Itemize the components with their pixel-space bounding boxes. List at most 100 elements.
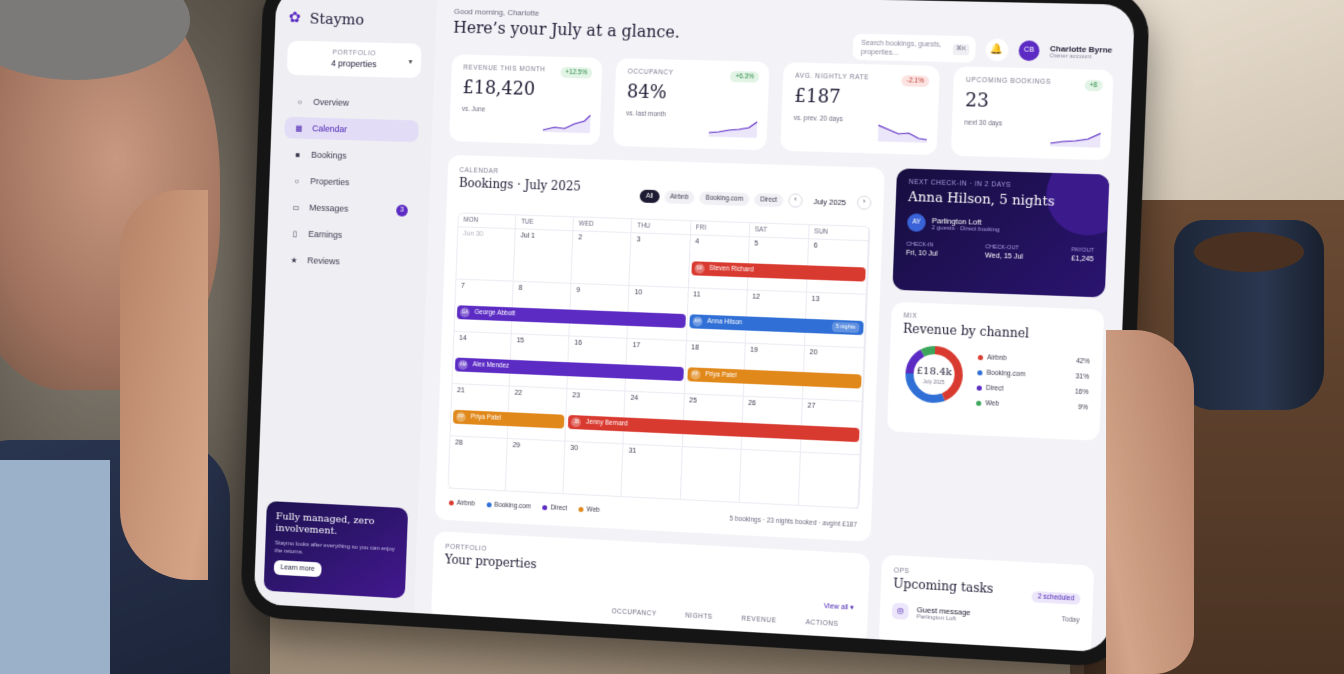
calendar-day[interactable]: 31 xyxy=(622,444,683,499)
view-all-link[interactable]: View all ▾ xyxy=(824,602,854,612)
tasks-card: OPS Upcoming tasks 2 scheduled ◎ Guest m… xyxy=(879,555,1095,653)
calendar-weeks: Jun 30 Jul 1 2 3 4 5 6 SR Steven Richard 7 8 9 10 11 1… xyxy=(449,227,869,509)
kpi-delta-badge: -2.1% xyxy=(901,75,929,87)
sidebar-item-label: Earnings xyxy=(308,229,342,240)
kpi-occupancy[interactable]: OCCUPANCY 84% vs. last month +6.3% xyxy=(613,58,770,150)
guest-initials: AH xyxy=(692,316,702,326)
channel-name: Booking.com xyxy=(986,370,1025,379)
calendar-day[interactable] xyxy=(799,453,861,508)
day-of-week: THU xyxy=(632,219,691,234)
chevron-right-icon[interactable]: › xyxy=(857,195,872,210)
logo-icon: ✿ xyxy=(288,10,304,26)
wallet-icon: ▯ xyxy=(290,229,300,238)
sidebar-item-label: Bookings xyxy=(311,150,347,161)
checkin-label: CHECK-IN xyxy=(906,242,938,249)
sidebar-item-label: Properties xyxy=(310,176,349,187)
legend-dot xyxy=(977,370,982,375)
avatar[interactable]: CB xyxy=(1018,40,1039,61)
search-input[interactable]: Search bookings, guests, properties... ⌘… xyxy=(852,34,976,63)
bell-icon[interactable]: 🔔 xyxy=(985,39,1009,62)
legend-dot xyxy=(977,385,982,390)
sidebar-nav: ○ Overview ▦ Calendar ■ Bookings ○ Prope… xyxy=(279,90,420,275)
calendar-day[interactable]: 2 xyxy=(572,231,632,285)
filter-booking-com[interactable]: Booking.com xyxy=(699,191,749,206)
screen: ✿ Staymo PORTFOLIO 4 properties ▾ ○ Over… xyxy=(254,0,1135,653)
user-info[interactable]: Charlotte Byrne Owner account xyxy=(1049,44,1112,61)
next-checkin-card[interactable]: NEXT CHECK-IN · IN 2 DAYS Anna Hilson, 5… xyxy=(892,168,1109,297)
portfolio-label: PORTFOLIO xyxy=(297,49,412,59)
kpi-upcoming-bookings[interactable]: UPCOMING BOOKINGS 23 next 30 days +8 xyxy=(951,66,1114,160)
sidebar-item-bookings[interactable]: ■ Bookings xyxy=(283,143,418,169)
month-label: July 2025 xyxy=(807,196,852,206)
channel-name: Airbnb xyxy=(987,354,1007,362)
chevron-left-icon[interactable]: ‹ xyxy=(788,193,803,208)
channel-name: Web xyxy=(985,400,999,408)
filter-direct[interactable]: Direct xyxy=(754,193,784,207)
column-header[interactable]: OCCUPANCY xyxy=(611,608,656,618)
checkout-label: CHECK-OUT xyxy=(985,244,1023,251)
app-logo[interactable]: ✿ Staymo xyxy=(288,9,423,30)
side-column: NEXT CHECK-IN · IN 2 DAYS Anna Hilson, 5… xyxy=(883,168,1110,553)
calendar-day[interactable]: 30 xyxy=(564,442,624,496)
day-of-week: MON xyxy=(458,213,516,228)
legend-label: Booking.com xyxy=(494,502,531,511)
tasks-count-badge: 2 scheduled xyxy=(1031,591,1080,605)
filter-airbnb[interactable]: Airbnb xyxy=(664,190,695,204)
circle-icon: ○ xyxy=(295,97,305,106)
channel-label: Web xyxy=(976,400,999,408)
star-icon: ★ xyxy=(289,255,299,264)
task-item[interactable]: ◎ Guest message Parlington Loft Today xyxy=(892,603,1080,630)
kpi-nightly-rate[interactable]: AVG. NIGHTLY RATE £187 vs. prev. 20 days… xyxy=(780,62,940,155)
sidebar-item-messages[interactable]: ▭ Messages 3 xyxy=(281,196,416,222)
calendar-day[interactable]: 3 xyxy=(630,233,691,287)
legend-item: Web xyxy=(579,506,600,514)
guest-name: George Abbott xyxy=(474,309,515,318)
guest-name: Priya Patel xyxy=(470,414,501,422)
day-of-week: SUN xyxy=(809,225,869,240)
sidebar-item-reviews[interactable]: ★ Reviews xyxy=(279,249,414,275)
checkout-value: Wed, 15 Jul xyxy=(985,252,1023,260)
day-of-week: WED xyxy=(574,217,633,232)
chevron-down-icon: ▾ xyxy=(408,57,412,66)
sidebar-item-overview[interactable]: ○ Overview xyxy=(285,90,420,115)
kpi-value: £187 xyxy=(794,86,927,111)
sidebar-item-label: Overview xyxy=(313,97,349,108)
channel-name: Direct xyxy=(986,385,1004,393)
sidebar-item-properties[interactable]: ○ Properties xyxy=(282,169,417,195)
guest-initials: GA xyxy=(460,307,470,317)
channel-label: Booking.com xyxy=(977,369,1025,378)
channel-percent: 9% xyxy=(1078,404,1088,412)
column-header[interactable]: ACTIONS xyxy=(805,619,838,628)
calendar-day[interactable] xyxy=(739,450,800,505)
calendar-day[interactable]: Jun 30 xyxy=(456,227,515,280)
app-name: Staymo xyxy=(309,10,364,29)
guest-name: Alex Mendez xyxy=(472,361,509,369)
calendar-summary: 5 bookings · 23 nights booked · avg/nt £… xyxy=(729,515,857,528)
calendar-day[interactable] xyxy=(680,447,741,502)
kpi-delta-badge: +8 xyxy=(1084,80,1103,92)
column-header[interactable]: NIGHTS xyxy=(685,612,713,621)
calendar-day[interactable]: 28 xyxy=(449,436,508,490)
guest-initials: PP xyxy=(690,369,700,379)
calendar-day[interactable]: Jul 1 xyxy=(514,229,574,283)
column-header[interactable]: REVENUE xyxy=(741,616,776,625)
portfolio-select[interactable]: PORTFOLIO 4 properties ▾ xyxy=(287,41,422,79)
chat-icon: ▭ xyxy=(291,203,301,212)
learn-more-button[interactable]: Learn more xyxy=(274,560,322,577)
checkin-value: Fri, 10 Jul xyxy=(906,250,938,258)
bag-icon: ■ xyxy=(293,150,303,159)
legend-dot xyxy=(543,505,548,510)
sidebar-item-earnings[interactable]: ▯ Earnings xyxy=(280,222,415,248)
sidebar-item-calendar[interactable]: ▦ Calendar xyxy=(284,117,419,142)
legend-dot xyxy=(579,507,584,512)
kpi-revenue[interactable]: REVENUE THIS MONTH £18,420 vs. June +12.… xyxy=(449,54,603,145)
sparkline-icon xyxy=(878,121,928,143)
day-of-week: FRI xyxy=(691,221,751,236)
filter-all[interactable]: All xyxy=(640,189,660,203)
search-placeholder: Search bookings, guests, properties... xyxy=(861,40,942,57)
promo-title: Fully managed, zero involvement. xyxy=(275,511,398,541)
legend-dot xyxy=(449,500,454,505)
view-all-label: View all xyxy=(824,603,849,611)
legend-dot xyxy=(976,401,981,406)
calendar-day[interactable]: 29 xyxy=(506,439,566,493)
